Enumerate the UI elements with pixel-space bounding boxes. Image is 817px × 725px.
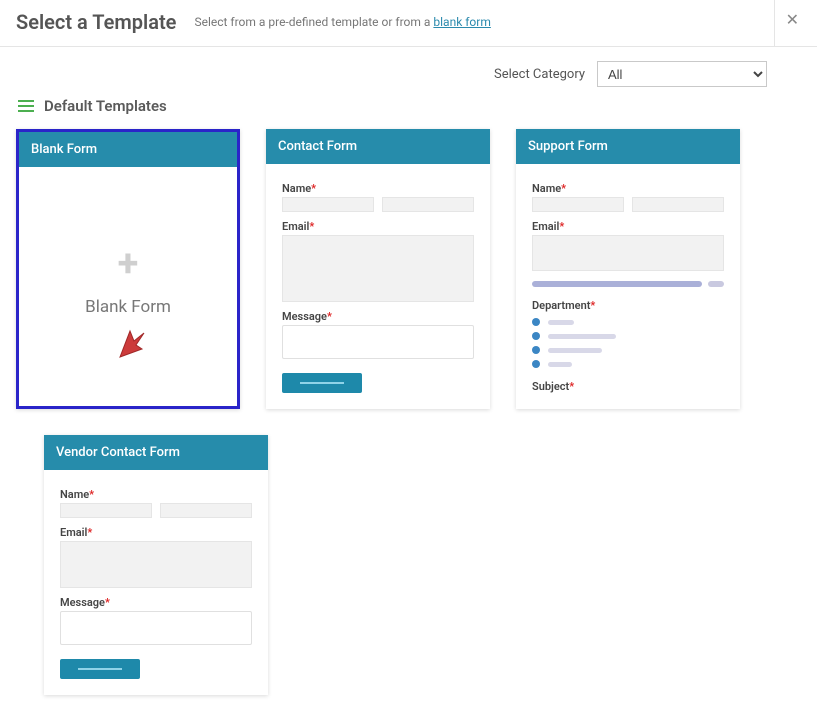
field-label-department: Department*	[532, 299, 724, 312]
radio-icon	[532, 346, 540, 354]
radio-option	[532, 318, 724, 326]
skeleton-bar	[532, 281, 702, 287]
radio-label-skeleton	[548, 320, 574, 325]
radio-label-skeleton	[548, 362, 572, 367]
radio-icon	[532, 318, 540, 326]
blank-label: Blank Form	[85, 297, 171, 317]
template-card-support[interactable]: Support Form Name* Email* Department* Su…	[516, 129, 740, 409]
first-name-input	[282, 197, 374, 212]
field-label-message: Message*	[60, 596, 252, 609]
last-name-input	[382, 197, 474, 212]
card-title: Support Form	[516, 129, 740, 164]
submit-button-preview	[282, 373, 362, 393]
card-title: Contact Form	[266, 129, 490, 164]
field-label-email: Email*	[60, 526, 252, 539]
field-label-message: Message*	[282, 310, 474, 323]
card-body: Name* Email* Department* Subject*	[516, 164, 740, 409]
subtitle-prefix: Select from a pre-defined template or fr…	[194, 15, 433, 29]
skeleton-bar	[708, 281, 724, 287]
message-textarea	[282, 325, 474, 359]
last-name-input	[632, 197, 724, 212]
dialog-subtitle: Select from a pre-defined template or fr…	[194, 15, 490, 29]
name-inputs	[282, 197, 474, 212]
menu-icon[interactable]	[18, 100, 34, 112]
template-card-contact[interactable]: Contact Form Name* Email* Message*	[266, 129, 490, 409]
template-grid: Blank Form + Blank Form Contact Form Nam…	[0, 121, 817, 725]
template-card-vendor[interactable]: Vendor Contact Form Name* Email* Message…	[44, 435, 268, 695]
radio-icon	[532, 332, 540, 340]
field-label-name: Name*	[532, 182, 724, 195]
blank-form-link[interactable]: blank form	[433, 15, 490, 29]
field-label-name: Name*	[282, 182, 474, 195]
field-label-subject: Subject*	[532, 380, 724, 393]
submit-button-preview	[60, 659, 140, 679]
name-inputs	[532, 197, 724, 212]
email-input	[60, 541, 252, 588]
template-card-blank[interactable]: Blank Form + Blank Form	[16, 129, 240, 409]
radio-option	[532, 332, 724, 340]
card-body: + Blank Form	[19, 167, 237, 406]
email-input	[282, 235, 474, 302]
header-separator	[774, 0, 775, 46]
dialog-header: Select a Template Select from a pre-defi…	[0, 0, 817, 47]
skeleton-row	[532, 281, 724, 287]
first-name-input	[532, 197, 624, 212]
card-body: Name* Email* Message*	[266, 164, 490, 409]
last-name-input	[160, 503, 252, 518]
first-name-input	[60, 503, 152, 518]
radio-icon	[532, 360, 540, 368]
radio-label-skeleton	[548, 348, 602, 353]
radio-label-skeleton	[548, 334, 616, 339]
message-textarea	[60, 611, 252, 645]
section-header: Default Templates	[0, 87, 817, 121]
radio-option	[532, 346, 724, 354]
category-bar: Select Category All	[0, 47, 817, 87]
card-title: Blank Form	[19, 132, 237, 167]
category-label: Select Category	[494, 67, 585, 82]
field-label-name: Name*	[60, 488, 252, 501]
dialog-title: Select a Template	[16, 10, 176, 34]
card-title: Vendor Contact Form	[44, 435, 268, 470]
section-title: Default Templates	[44, 97, 167, 115]
email-input	[532, 235, 724, 271]
radio-option	[532, 360, 724, 368]
name-inputs	[60, 503, 252, 518]
field-label-email: Email*	[532, 220, 724, 233]
close-icon[interactable]: ✕	[786, 10, 799, 29]
card-body: Name* Email* Message*	[44, 470, 268, 695]
plus-icon: +	[118, 245, 139, 283]
field-label-email: Email*	[282, 220, 474, 233]
category-select[interactable]: All	[597, 61, 767, 87]
